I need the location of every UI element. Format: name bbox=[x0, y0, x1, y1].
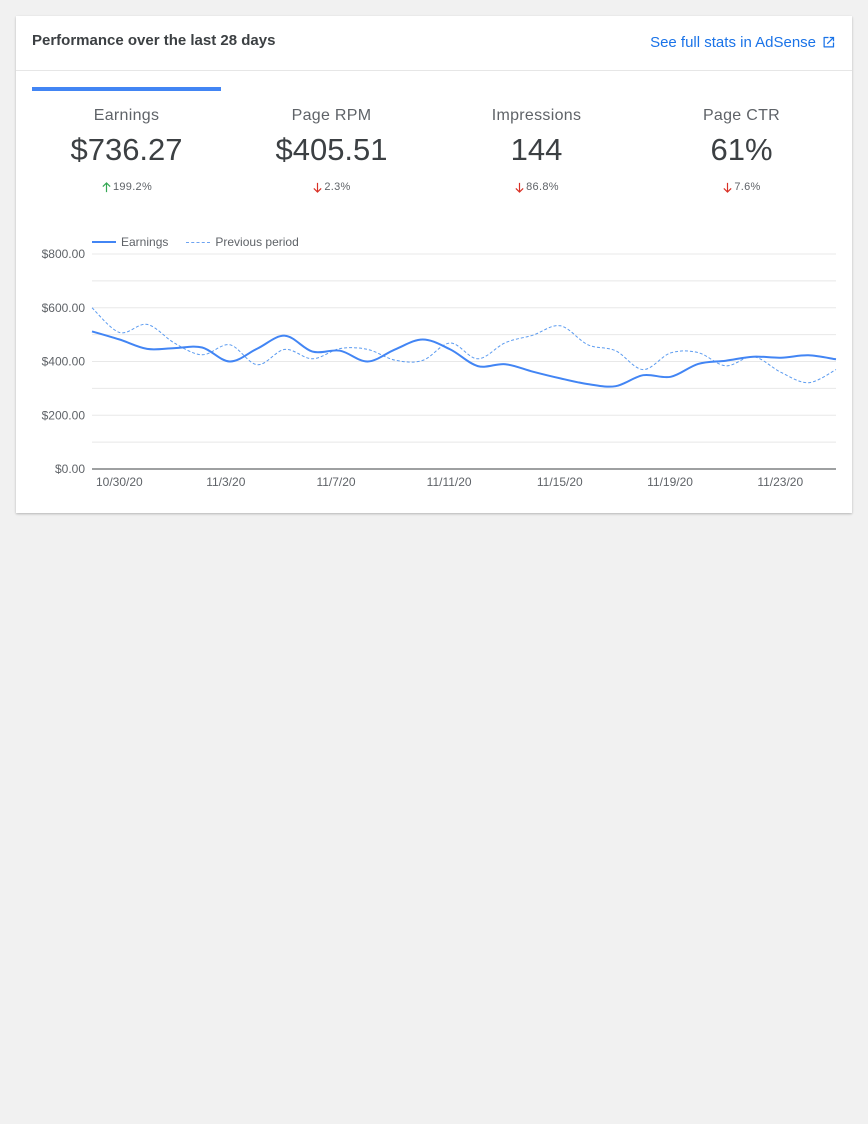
metric-change-value: 86.8% bbox=[526, 181, 559, 193]
arrow-down-icon bbox=[313, 182, 322, 193]
previous-period-series-line bbox=[91, 307, 837, 384]
y-tick-label: $200.00 bbox=[42, 408, 86, 422]
metric-value: 61% bbox=[710, 132, 773, 167]
tab-earnings[interactable]: Earnings $736.27 199.2% bbox=[32, 87, 221, 205]
x-tick-label: 10/30/20 bbox=[96, 475, 143, 489]
metric-label: Page CTR bbox=[702, 107, 781, 124]
metric-tabs: Earnings $736.27 199.2% Page RPM $405.51… bbox=[32, 87, 852, 207]
legend-swatch-dashed bbox=[186, 241, 211, 243]
metric-change-value: 199.2% bbox=[112, 181, 153, 193]
metric-change-value: 2.3% bbox=[324, 181, 351, 193]
metric-label: Impressions bbox=[491, 107, 582, 124]
arrow-down-icon bbox=[515, 182, 524, 193]
y-tick-label: $400.00 bbox=[42, 355, 86, 369]
arrow-down-icon bbox=[723, 182, 732, 193]
y-tick-label: $600.00 bbox=[42, 301, 86, 315]
external-link-icon bbox=[821, 35, 836, 50]
x-tick-label: 11/19/20 bbox=[647, 475, 693, 489]
card-title: Performance over the last 28 days bbox=[32, 32, 276, 49]
chart-legend: Earnings Previous period bbox=[92, 235, 317, 249]
tab-impressions[interactable]: Impressions 144 86.8% bbox=[442, 87, 631, 205]
legend-swatch-solid bbox=[92, 241, 116, 243]
arrow-up-icon bbox=[102, 181, 111, 192]
legend-item-previous-period[interactable]: Previous period bbox=[186, 235, 299, 249]
metric-change: 2.3% bbox=[237, 181, 426, 193]
metric-change: 199.2% bbox=[32, 181, 221, 193]
legend-item-earnings[interactable]: Earnings bbox=[92, 235, 168, 249]
see-full-stats-label: See full stats in AdSense bbox=[650, 34, 816, 51]
metric-value: 144 bbox=[510, 132, 563, 167]
legend-label: Previous period bbox=[215, 235, 299, 249]
selected-tab-indicator bbox=[32, 87, 221, 91]
see-full-stats-link[interactable]: See full stats in AdSense bbox=[650, 34, 836, 51]
performance-card: Performance over the last 28 days See fu… bbox=[16, 16, 852, 513]
tab-page-rpm[interactable]: Page RPM $405.51 2.3% bbox=[237, 87, 426, 205]
metric-value: $736.27 bbox=[70, 132, 183, 167]
y-tick-label: $800.00 bbox=[42, 247, 86, 261]
earnings-line-chart: $0.00 $200.00 $400.00 $600.00 $800.00 10/30/… bbox=[42, 247, 837, 489]
x-tick-label: 11/11/20 bbox=[427, 475, 472, 489]
x-tick-label: 11/7/20 bbox=[316, 475, 355, 489]
x-tick-label: 11/23/20 bbox=[757, 475, 803, 489]
metric-label: Page RPM bbox=[291, 107, 372, 124]
metric-label: Earnings bbox=[93, 107, 160, 124]
earnings-series-line bbox=[91, 330, 837, 388]
metric-change: 7.6% bbox=[647, 181, 836, 193]
metric-value: $405.51 bbox=[275, 132, 388, 167]
metric-change: 86.8% bbox=[442, 181, 631, 193]
y-tick-label: $0.00 bbox=[55, 462, 85, 476]
tab-page-ctr[interactable]: Page CTR 61% 7.6% bbox=[647, 87, 836, 205]
x-tick-label: 11/3/20 bbox=[206, 475, 245, 489]
metric-change-value: 7.6% bbox=[734, 181, 761, 193]
legend-label: Earnings bbox=[121, 235, 169, 249]
x-tick-label: 11/15/20 bbox=[537, 475, 583, 489]
card-header: Performance over the last 28 days See fu… bbox=[16, 16, 852, 71]
